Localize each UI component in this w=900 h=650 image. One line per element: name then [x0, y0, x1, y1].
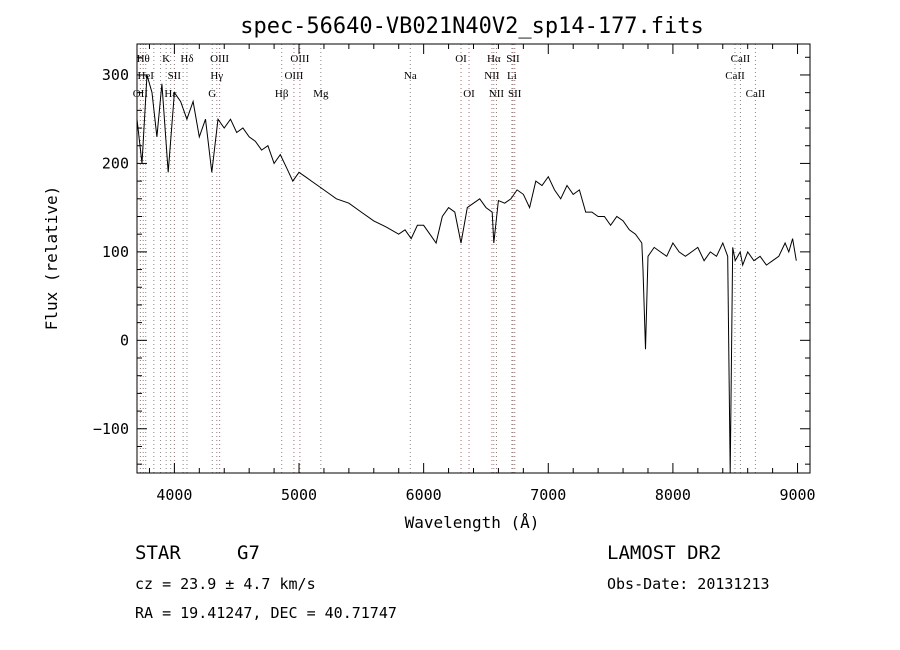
spectral-line-label: SII	[168, 70, 182, 82]
y-axis-label: Flux (relative)	[42, 186, 61, 331]
spectral-line-label: SII	[506, 53, 520, 65]
y-tick-label: 100	[102, 243, 129, 261]
spectral-line-label: Hβ	[275, 88, 289, 100]
object-class: STAR	[135, 542, 181, 564]
x-axis-label: Wavelength (Å)	[405, 513, 540, 532]
spectral-line-label: Li	[507, 70, 517, 82]
plot-frame	[136, 43, 811, 474]
spectral-line-label: CaII	[746, 88, 766, 100]
y-tick-label: 200	[102, 154, 129, 172]
object-subclass: G7	[237, 542, 260, 564]
survey-name: LAMOST DR2	[607, 542, 721, 564]
spectral-line-label: OIII	[284, 70, 303, 82]
spectral-line-label: Hγ	[210, 70, 223, 82]
spectral-line-label: CaII	[725, 70, 745, 82]
spectral-line-label: Mg	[313, 88, 329, 100]
spectral-line-label: NII	[489, 88, 505, 100]
x-tick-label: 4000	[156, 486, 192, 504]
spectral-line-label: Hθ	[137, 53, 150, 65]
spectral-line-label: OIII	[290, 53, 309, 65]
x-tick-label: 6000	[406, 486, 442, 504]
y-tick-label: −100	[93, 420, 129, 438]
spectral-line-label: Hα	[487, 53, 501, 65]
x-tick-label: 5000	[281, 486, 317, 504]
spectral-line-label: CaII	[731, 53, 751, 65]
y-axis-ticks: −100 0 100 200 300	[93, 56, 810, 465]
spectral-line-label: OI	[455, 53, 467, 65]
spectral-line-label: G	[208, 88, 216, 100]
spectrum-series-line	[136, 74, 797, 474]
x-tick-label: 9000	[779, 486, 815, 504]
x-tick-label: 7000	[530, 486, 566, 504]
spectral-line-label: SII	[508, 88, 522, 100]
spectral-line-label: NII	[484, 70, 500, 82]
x-tick-label: 8000	[655, 486, 691, 504]
spectral-line-label: Na	[404, 70, 417, 82]
spectral-line-label: OIII	[210, 53, 229, 65]
observation-date: Obs-Date: 20131213	[607, 575, 770, 593]
x-axis-ticks: 4000 5000 6000 7000 8000 9000	[148, 44, 816, 504]
redshift-cz: cz = 23.9 ± 4.7 km/s	[135, 575, 316, 593]
y-tick-label: 300	[102, 66, 129, 84]
spectral-line-label: OI	[463, 88, 475, 100]
spectral-line-label: HeI	[137, 70, 154, 82]
coordinates: RA = 19.41247, DEC = 40.71747	[135, 604, 397, 622]
spectral-line-label: K	[162, 53, 170, 65]
y-tick-label: 0	[120, 331, 129, 349]
spectral-line-markers	[139, 44, 756, 473]
chart-title: spec-56640-VB021N40V2_sp14-177.fits	[240, 14, 704, 39]
spectral-line-label: Hδ	[180, 53, 193, 65]
